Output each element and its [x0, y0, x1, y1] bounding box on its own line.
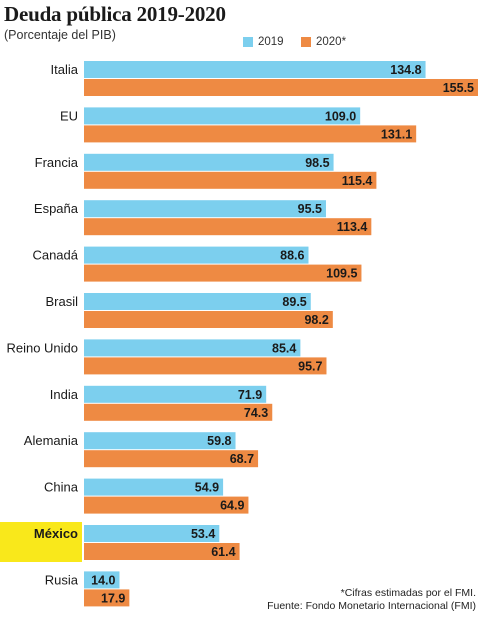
bar-eu-2020: [84, 125, 417, 143]
value-label-india-2019: 71.9: [238, 388, 262, 402]
bar-francia-2019: [84, 153, 334, 171]
bar-india-2019: [84, 385, 267, 403]
value-label-mexico-2019: 53.4: [191, 527, 215, 541]
bar-canada-2019: [84, 246, 309, 264]
category-label-eu: EU: [60, 108, 78, 123]
legend-swatch-2019: [243, 37, 253, 47]
category-label-mexico: México: [34, 526, 78, 541]
bar-reino-unido-2020: [84, 357, 327, 375]
bar-china-2020: [84, 496, 249, 514]
bar-brasil-2020: [84, 311, 333, 328]
category-label-reino-unido: Reino Unido: [6, 340, 78, 355]
legend-label-2019: 2019: [258, 36, 284, 48]
bar-francia-2020: [84, 171, 377, 189]
highlight-mexico: [0, 522, 82, 562]
value-label-reino-unido-2020: 95.7: [298, 359, 322, 373]
value-label-italia-2019: 134.8: [390, 63, 421, 77]
category-label-china: China: [44, 480, 79, 495]
bar-italia-2020: [84, 79, 478, 96]
chart-title: Deuda pública 2019-2020: [4, 2, 226, 26]
value-label-espana-2019: 95.5: [298, 202, 322, 216]
category-label-canada: Canadá: [32, 248, 78, 263]
category-label-alemania: Alemania: [24, 433, 79, 448]
bar-eu-2019: [84, 107, 361, 125]
chart-subtitle: (Porcentaje del PIB): [4, 28, 116, 42]
value-label-canada-2020: 109.5: [326, 267, 357, 281]
bar-espana-2020: [84, 218, 372, 236]
bar-rusia-2020: [84, 589, 130, 607]
legend-item-2020: 2020*: [301, 36, 346, 48]
category-label-rusia: Rusia: [45, 572, 79, 587]
bar-china-2019: [84, 478, 224, 496]
value-label-reino-unido-2019: 85.4: [272, 341, 296, 355]
value-label-rusia-2020: 17.9: [101, 591, 125, 605]
source-note: Fuente: Fondo Monetario Internacional (F…: [267, 600, 476, 612]
value-label-rusia-2019: 14.0: [91, 573, 115, 587]
value-label-francia-2019: 98.5: [305, 156, 329, 170]
value-label-francia-2020: 115.4: [342, 174, 373, 188]
bar-alemania-2019: [84, 432, 236, 450]
value-label-alemania-2020: 68.7: [230, 452, 254, 466]
legend-swatch-2020: [301, 37, 311, 47]
value-label-italia-2020: 155.5: [443, 81, 474, 95]
estimate-note: *Cifras estimadas por el FMI.: [340, 587, 476, 599]
value-label-alemania-2019: 59.8: [207, 434, 231, 448]
category-label-brasil: Brasil: [45, 294, 78, 309]
value-label-china-2019: 54.9: [195, 481, 219, 495]
value-label-espana-2020: 113.4: [337, 220, 368, 234]
bar-brasil-2019: [84, 293, 311, 310]
category-label-italia: Italia: [51, 62, 79, 77]
value-label-brasil-2020: 98.2: [304, 313, 328, 327]
bar-alemania-2020: [84, 450, 259, 468]
value-label-china-2020: 64.9: [220, 499, 244, 513]
category-label-francia: Francia: [35, 155, 79, 170]
legend-label-2020: 2020*: [316, 36, 347, 48]
bar-reino-unido-2019: [84, 339, 301, 357]
value-label-canada-2019: 88.6: [280, 249, 304, 263]
value-label-eu-2020: 131.1: [381, 127, 412, 141]
legend-item-2019: 2019: [243, 36, 284, 48]
value-label-mexico-2020: 61.4: [211, 545, 235, 559]
bar-mexico-2019: [84, 525, 220, 542]
category-label-espana: España: [34, 201, 79, 216]
bar-mexico-2020: [84, 543, 240, 560]
bar-canada-2020: [84, 264, 362, 282]
bar-espana-2019: [84, 200, 326, 218]
value-label-brasil-2019: 89.5: [282, 295, 306, 309]
bar-rusia-2019: [84, 571, 120, 589]
bar-india-2020: [84, 403, 273, 421]
value-label-eu-2019: 109.0: [325, 109, 356, 123]
bar-italia-2019: [84, 61, 426, 78]
value-label-india-2020: 74.3: [244, 406, 268, 420]
category-label-india: India: [50, 387, 79, 402]
